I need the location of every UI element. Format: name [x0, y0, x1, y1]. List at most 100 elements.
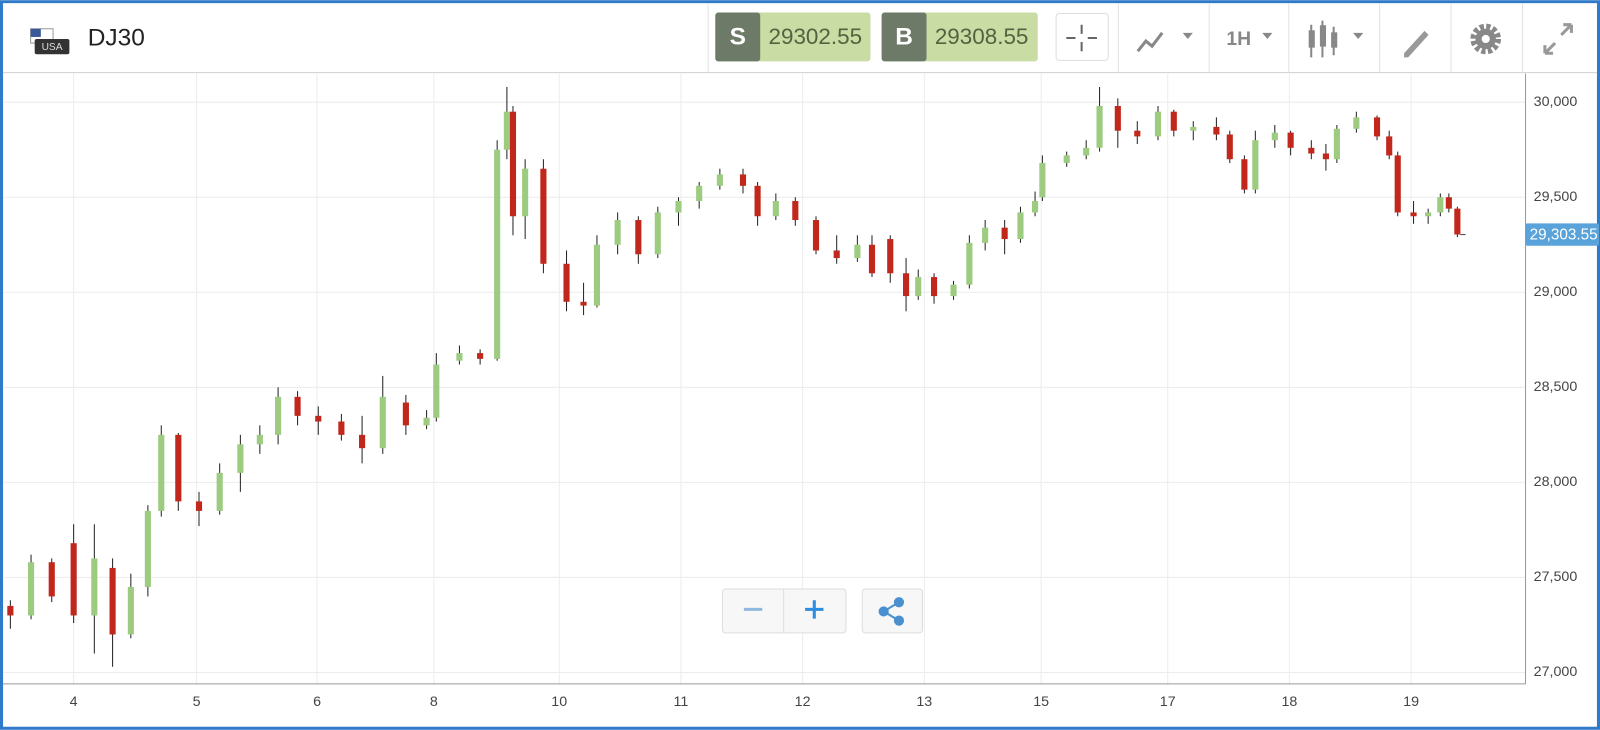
- candle-body: [1039, 163, 1046, 198]
- candle-body: [614, 220, 621, 245]
- dropdown-arrow: [1353, 32, 1364, 39]
- symbol[interactable]: DJ30: [88, 24, 145, 51]
- dropdown-arrow: [1182, 32, 1193, 39]
- candle-body: [1154, 111, 1162, 137]
- x-tick-label: 11: [674, 694, 689, 710]
- crosshair-button[interactable]: [1055, 12, 1109, 61]
- flag-badge: [34, 38, 70, 55]
- share-node: [878, 606, 889, 617]
- share-icon[interactable]: [878, 597, 905, 626]
- share-bg: [861, 588, 923, 634]
- candle-body: [1425, 212, 1432, 217]
- candle-body: [833, 250, 840, 259]
- interval: 1H: [1226, 28, 1251, 50]
- candle-body: [563, 263, 570, 302]
- candle-body: [868, 244, 876, 274]
- candle-body: [109, 567, 116, 635]
- candle-body: [792, 201, 799, 221]
- y-tick-label: 28,000: [1534, 474, 1578, 490]
- candle-body: [739, 174, 747, 186]
- candle-body: [772, 201, 779, 217]
- candle-body: [70, 543, 77, 616]
- x-tick-label: 5: [193, 694, 201, 710]
- dropdown-arrow: [1262, 32, 1273, 39]
- candle-body: [237, 444, 244, 473]
- candle-body: [7, 605, 14, 616]
- dividers: [1117, 3, 1523, 73]
- candle-body: [982, 227, 989, 243]
- candle-body: [635, 220, 642, 255]
- fullscreen-icon[interactable]: [1543, 23, 1573, 55]
- candle-body: [812, 220, 820, 251]
- share-node: [893, 597, 905, 608]
- buy-label-bg: [881, 12, 927, 62]
- y-tick-label: 30,000: [1534, 94, 1578, 110]
- candle-body: [887, 239, 894, 274]
- zoom-bg: [721, 588, 847, 634]
- candle-body: [509, 111, 517, 217]
- candle-body: [903, 273, 910, 297]
- interval-button[interactable]: 1H: [1226, 28, 1273, 50]
- candle-body: [1001, 227, 1008, 240]
- y-tick-label: 29,000: [1534, 284, 1578, 300]
- candle-body: [593, 244, 601, 306]
- x-tick-label: 18: [1281, 694, 1297, 710]
- x-tick-label: 12: [795, 694, 811, 710]
- zoom-in[interactable]: [805, 600, 824, 619]
- candle-body: [175, 434, 182, 502]
- settings-button[interactable]: [1470, 23, 1502, 55]
- candle-body: [1271, 132, 1278, 141]
- candle-body: [1287, 132, 1294, 148]
- chart-type-button[interactable]: [1308, 20, 1364, 58]
- last-price-tag: [1525, 223, 1599, 246]
- crosshair-icon: [1066, 24, 1097, 52]
- candle-body: [1032, 201, 1039, 213]
- candle-body: [854, 244, 861, 259]
- candle-body: [1017, 212, 1024, 240]
- candle-body: [1308, 147, 1315, 154]
- y-tick-label: 28,500: [1534, 379, 1578, 395]
- candle-body: [379, 396, 386, 449]
- x-tick-label: 4: [70, 694, 78, 710]
- candle-body: [433, 364, 440, 418]
- wick-icon: [1310, 20, 1335, 58]
- buy-label: B: [895, 23, 913, 50]
- gear-hole: [1481, 34, 1490, 44]
- sell-label: S: [730, 23, 746, 50]
- candle-body: [256, 434, 263, 445]
- candle-body: [966, 242, 973, 285]
- button-bg: [1055, 12, 1109, 61]
- candle-body: [1226, 134, 1233, 160]
- candle-body: [158, 434, 165, 511]
- candle-body: [315, 415, 322, 422]
- candle-body: [1322, 153, 1329, 160]
- y-tick-label: 29,500: [1534, 189, 1578, 205]
- buy-price: 29308.55: [935, 24, 1029, 49]
- candle-body: [456, 353, 463, 361]
- sell-price: 29302.55: [769, 24, 863, 49]
- candle-body: [27, 562, 35, 616]
- buy-button[interactable]: B 29308.55: [881, 12, 1038, 62]
- candle-body: [1083, 147, 1090, 156]
- candle-body: [1190, 126, 1197, 131]
- y-tick-label: 27,500: [1534, 569, 1578, 585]
- flag-label: USA: [42, 42, 63, 53]
- x-tick-label: 19: [1403, 694, 1419, 710]
- candle-body: [195, 501, 203, 511]
- candle-body: [1213, 126, 1220, 135]
- candle-body: [402, 402, 409, 426]
- share-node: [893, 615, 905, 626]
- candle-body: [477, 353, 484, 359]
- candle-body: [216, 472, 223, 511]
- x-tick-label: 8: [430, 694, 438, 710]
- sell-button[interactable]: S 29302.55: [715, 12, 871, 62]
- candle-body: [503, 111, 510, 150]
- draw-tool-icon[interactable]: [1404, 30, 1429, 58]
- candle-body: [1437, 197, 1444, 213]
- candle-body: [494, 149, 501, 359]
- toolbar: USA DJ30 S 29302.55 B 29308.55: [3, 3, 1597, 74]
- candle-body: [1445, 197, 1452, 209]
- x-tick-label: 17: [1160, 694, 1176, 710]
- candle-body: [1454, 208, 1461, 235]
- indicator-button[interactable]: [1136, 31, 1193, 53]
